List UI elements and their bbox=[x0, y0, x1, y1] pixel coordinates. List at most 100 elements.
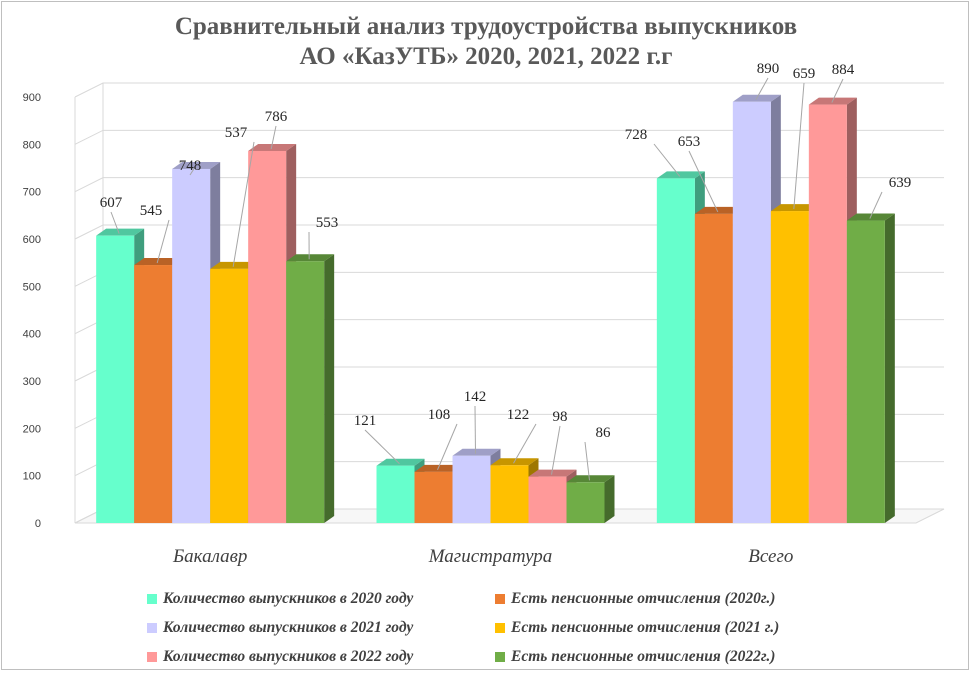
leader-line bbox=[189, 166, 196, 176]
bar bbox=[490, 465, 529, 523]
y-tick-label: 300 bbox=[23, 376, 41, 388]
bar-top bbox=[656, 171, 705, 179]
data-label: 653 bbox=[678, 134, 701, 150]
data-label: 86 bbox=[596, 425, 612, 441]
legend-label: Количество выпускников в 2021 году bbox=[163, 618, 414, 636]
data-label: 553 bbox=[316, 215, 339, 231]
leader-line bbox=[755, 77, 769, 100]
bar-top bbox=[770, 204, 819, 212]
y-tick-label: 200 bbox=[23, 423, 41, 435]
x-category-label: Всего bbox=[748, 546, 793, 567]
bar bbox=[414, 471, 453, 523]
chart-title-line-1: Сравнительный анализ трудоустройства вып… bbox=[174, 13, 798, 40]
leader-line bbox=[869, 191, 883, 219]
leader-line bbox=[551, 425, 561, 475]
legend-item: Есть пенсионные отчисления (2021 г.) bbox=[495, 613, 779, 642]
legend-label: Есть пенсионные отчисления (2021 г.) bbox=[511, 618, 780, 636]
legend-label: Есть пенсионные отчисления (2022г.) bbox=[511, 647, 776, 665]
x-category-label: Магистратура bbox=[428, 546, 553, 567]
legend-row: Количество выпускников в 2020 году Есть п… bbox=[147, 584, 867, 613]
data-label: 786 bbox=[265, 109, 288, 125]
bar bbox=[694, 213, 733, 523]
bar-side bbox=[324, 254, 335, 523]
leader-line bbox=[793, 82, 805, 210]
x-category-label: Бакалавр bbox=[172, 546, 247, 567]
bar bbox=[286, 261, 325, 523]
bar bbox=[770, 211, 809, 523]
bar-top bbox=[528, 469, 577, 477]
data-label: 884 bbox=[832, 62, 855, 78]
leader-line bbox=[232, 141, 255, 267]
data-label: 98 bbox=[553, 409, 568, 425]
leader-line bbox=[584, 441, 590, 481]
y-tick-label: 500 bbox=[23, 281, 41, 293]
bar bbox=[96, 235, 135, 524]
bar bbox=[210, 268, 249, 523]
leader-line bbox=[474, 405, 476, 454]
bar bbox=[248, 150, 287, 523]
data-label: 121 bbox=[354, 413, 377, 429]
bar bbox=[566, 482, 605, 523]
legend-item: Количество выпускников в 2022 году bbox=[147, 642, 413, 671]
data-label: 108 bbox=[428, 407, 451, 423]
chart-legend: Количество выпускников в 2020 году Есть п… bbox=[147, 584, 867, 671]
y-tick-label: 900 bbox=[23, 92, 41, 104]
legend-item: Количество выпускников в 2020 году bbox=[147, 584, 413, 613]
bar-top bbox=[376, 458, 425, 466]
legend-item: Количество выпускников в 2021 году bbox=[147, 613, 413, 642]
bar-top bbox=[172, 161, 221, 169]
leader-line bbox=[653, 143, 681, 177]
data-label: 122 bbox=[507, 407, 530, 423]
bar bbox=[808, 104, 847, 523]
data-label: 659 bbox=[793, 66, 816, 82]
data-label: 545 bbox=[140, 203, 163, 219]
bar bbox=[134, 265, 173, 523]
legend-row: Количество выпускников в 2022 году Есть п… bbox=[147, 642, 867, 671]
data-label: 639 bbox=[889, 175, 912, 191]
leader-line bbox=[831, 78, 844, 103]
legend-swatch bbox=[147, 622, 157, 633]
data-label: 537 bbox=[225, 125, 248, 141]
legend-row: Количество выпускников в 2021 году Есть п… bbox=[147, 613, 867, 642]
legend-swatch bbox=[147, 651, 157, 662]
bar bbox=[656, 178, 695, 523]
data-label: 890 bbox=[757, 61, 780, 77]
y-tick-label: 800 bbox=[23, 139, 41, 151]
legend-label: Количество выпускников в 2020 году bbox=[163, 589, 414, 607]
gridline bbox=[74, 82, 944, 98]
bar bbox=[376, 465, 415, 523]
legend-swatch bbox=[495, 651, 505, 662]
bar-top bbox=[694, 206, 743, 214]
data-label: 142 bbox=[464, 389, 487, 405]
legend-swatch bbox=[495, 622, 505, 633]
y-tick-label: 600 bbox=[23, 234, 41, 246]
bar bbox=[172, 168, 211, 524]
leader-line bbox=[270, 125, 277, 150]
y-tick-label: 700 bbox=[23, 187, 41, 199]
leader-line bbox=[688, 150, 719, 213]
bar-top bbox=[248, 143, 297, 151]
leader-line bbox=[437, 423, 458, 471]
legend-swatch bbox=[147, 593, 157, 604]
legend-label: Есть пенсионные отчисления (2020г.) bbox=[511, 589, 776, 607]
bar-top bbox=[134, 258, 183, 266]
legend-item: Есть пенсионные отчисления (2020г.) bbox=[495, 584, 775, 613]
bar-side bbox=[884, 213, 895, 524]
leader-line bbox=[156, 219, 170, 264]
bar-top bbox=[286, 254, 335, 262]
data-label: 607 bbox=[100, 195, 123, 211]
y-tick-label: 100 bbox=[23, 471, 41, 483]
bar-top bbox=[452, 448, 501, 456]
y-tick-label: 400 bbox=[23, 329, 41, 341]
chart-title-line-2: АО «КазУТБ» 2020, 2021, 2022 г.г bbox=[299, 43, 673, 70]
data-label: 728 bbox=[625, 127, 648, 143]
gridline bbox=[74, 129, 944, 145]
leader-line bbox=[513, 423, 537, 464]
bar bbox=[846, 220, 885, 524]
legend-item: Есть пенсионные отчисления (2022г.) bbox=[495, 642, 775, 671]
leader-line bbox=[364, 429, 400, 465]
legend-swatch bbox=[495, 593, 505, 604]
bar bbox=[452, 455, 491, 523]
bar-side bbox=[604, 475, 615, 523]
